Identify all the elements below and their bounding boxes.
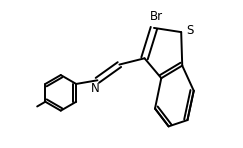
Text: Br: Br xyxy=(149,10,163,23)
Text: N: N xyxy=(91,82,100,95)
Text: S: S xyxy=(186,24,194,37)
